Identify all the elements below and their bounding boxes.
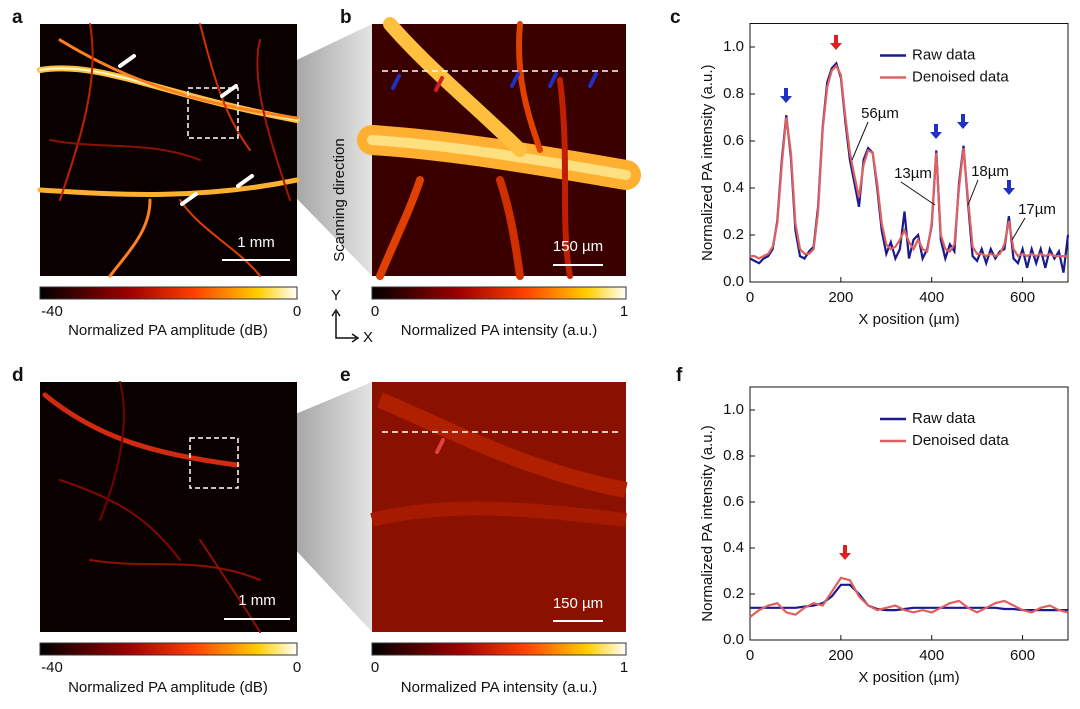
x-tick-label: 600 <box>1010 647 1035 664</box>
x-tick-label: 0 <box>746 647 754 664</box>
scanning-direction: Scanning direction <box>331 138 348 261</box>
panel-label: a <box>12 7 23 28</box>
annotation: 13µm <box>894 165 932 182</box>
axis-y-label: Y <box>331 287 341 304</box>
y-axis-label: Normalized PA intensity (a.u.) <box>699 65 716 261</box>
y-tick-label: 0.6 <box>723 493 744 510</box>
arrow-marker <box>510 72 520 88</box>
arrow-marker <box>548 72 558 88</box>
x-tick-label: 600 <box>1010 289 1035 306</box>
annotation: 17µm <box>1018 201 1056 218</box>
arrow-marker <box>180 192 198 206</box>
image-b: 150 µm <box>357 17 641 280</box>
axis-x-label: X <box>363 329 373 346</box>
arrow-marker <box>434 76 444 92</box>
arrow-marker <box>1003 180 1015 195</box>
colorbar-max: 1 <box>620 303 628 320</box>
axis-icon <box>331 308 360 343</box>
image-a: 1 mm <box>37 23 300 278</box>
colorbar-min: -40 <box>41 659 63 676</box>
x-axis-label: X position (µm) <box>858 311 959 328</box>
arrow-marker <box>118 54 136 68</box>
image-e: 150 µm <box>370 382 628 632</box>
scale-bar-label: 150 µm <box>553 595 603 612</box>
colorbar-max: 0 <box>293 659 301 676</box>
scale-bar-label: 1 mm <box>238 592 276 609</box>
colorbar-label: Normalized PA intensity (a.u.) <box>401 322 597 339</box>
data-line <box>749 61 1070 273</box>
colorbar-min: 0 <box>371 303 379 320</box>
colorbar-min: 0 <box>371 659 379 676</box>
x-tick-label: 0 <box>746 289 754 306</box>
scale-bar-label: 1 mm <box>237 234 275 251</box>
arrow-marker <box>220 84 238 98</box>
arrow-marker <box>830 35 842 50</box>
x-tick-label: 200 <box>828 647 853 664</box>
data-line <box>749 576 1069 618</box>
y-tick-label: 0.0 <box>723 273 744 290</box>
arrow-marker <box>236 174 254 188</box>
arrow-marker <box>435 438 445 454</box>
legend-label: Raw data <box>912 46 976 63</box>
colorbars: -40 0 Normalized PA amplitude (dB) 0 1 N… <box>39 286 628 696</box>
colorbar-max: 1 <box>620 659 628 676</box>
colorbar-label: Normalized PA amplitude (dB) <box>68 322 268 339</box>
legend-label: Denoised data <box>912 68 1009 85</box>
panel-label: d <box>12 365 24 386</box>
data-line <box>750 583 1068 612</box>
arrow-marker <box>391 74 401 90</box>
annotation-leader <box>967 179 979 206</box>
panel-label: e <box>340 365 351 386</box>
y-tick-label: 0.8 <box>723 447 744 464</box>
annotation-leader <box>1011 217 1026 241</box>
x-axis-label: X position (µm) <box>858 669 959 686</box>
annotation: 56µm <box>861 105 899 122</box>
y-tick-label: 1.0 <box>723 38 744 55</box>
y-tick-label: 0.0 <box>723 631 744 648</box>
panel-label: c <box>670 7 681 28</box>
x-tick-label: 200 <box>828 289 853 306</box>
x-tick-label: 400 <box>919 647 944 664</box>
colorbar-min: -40 <box>41 303 63 320</box>
plot-frame <box>749 23 1069 283</box>
x-tick-label: 400 <box>919 289 944 306</box>
y-tick-label: 0.4 <box>723 179 744 196</box>
panel-label: b <box>340 7 352 28</box>
plot-frame <box>749 386 1069 641</box>
legend-label: Raw data <box>912 410 976 427</box>
arrow-marker <box>930 124 942 139</box>
image-d: 1 mm <box>40 381 297 633</box>
arrow-marker <box>588 72 598 88</box>
y-tick-label: 0.6 <box>723 132 744 149</box>
y-tick-label: 0.8 <box>723 85 744 102</box>
colorbar-label: Normalized PA amplitude (dB) <box>68 679 268 696</box>
y-tick-label: 0.2 <box>723 585 744 602</box>
arrow-marker <box>780 88 792 103</box>
scale-bar-label: 150 µm <box>553 238 603 255</box>
y-tick-label: 0.2 <box>723 226 744 243</box>
arrow-marker <box>957 114 969 129</box>
panel-label: f <box>676 365 683 386</box>
colorbar-label: Normalized PA intensity (a.u.) <box>401 679 597 696</box>
legend-label: Denoised data <box>912 432 1009 449</box>
annotation-leader <box>851 121 869 161</box>
annotation-leader <box>900 181 936 206</box>
y-axis-label: Normalized PA intensity (a.u.) <box>699 425 716 621</box>
y-tick-label: 1.0 <box>723 401 744 418</box>
y-tick-label: 0.4 <box>723 539 744 556</box>
arrow-marker <box>839 545 851 560</box>
data-line <box>750 63 1068 260</box>
annotation: 18µm <box>971 163 1009 180</box>
colorbar-max: 0 <box>293 303 301 320</box>
